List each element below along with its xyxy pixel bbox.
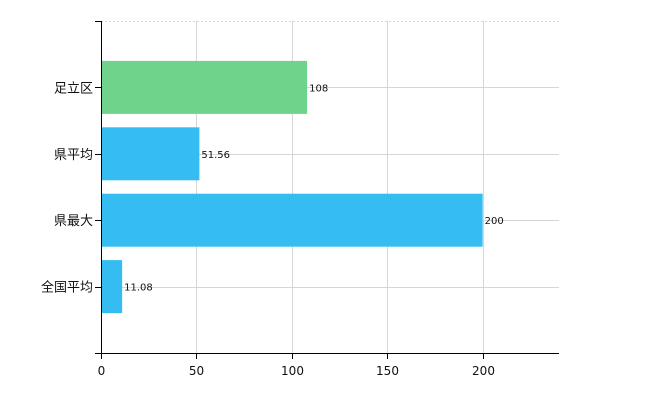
x-tick-label: 100 [281,364,304,378]
x-tick-label: 150 [376,364,399,378]
x-tick-label: 200 [472,364,495,378]
data-label: 108 [309,83,328,94]
bar [101,60,308,114]
data-label: 200 [485,216,504,227]
category-label: 県最大 [54,214,93,229]
category-label: 足立区 [54,81,93,96]
label-layer: 108 足立区 51.56 県平均 200 県最大 11.08 全国平均 0 50 100 150 20… [41,81,504,378]
data-label: 11.08 [124,283,153,294]
bar [101,127,200,181]
bar [101,193,483,247]
x-tick-label: 0 [98,364,106,378]
data-label: 51.56 [201,150,230,161]
x-tick-label: 50 [189,364,204,378]
bar-layer [101,60,483,314]
bar [101,260,123,314]
axis-layer [95,21,559,359]
category-label: 県平均 [54,148,93,163]
category-label: 全国平均 [41,280,93,296]
